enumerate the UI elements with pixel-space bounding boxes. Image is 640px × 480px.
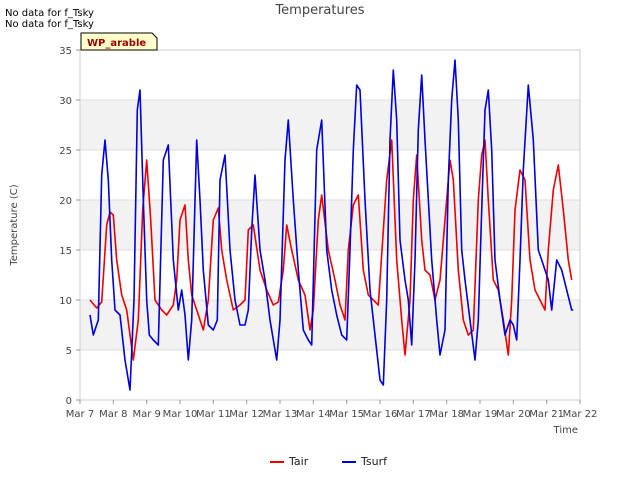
x-axis-label: Time [553, 425, 578, 436]
wp-arable-annotation: WP_arable [80, 32, 158, 51]
x-tick-label: Mar 14 [296, 409, 331, 420]
x-tick-label: Mar 8 [99, 409, 127, 420]
y-tick-label: 25 [59, 146, 72, 157]
series-line-tair [89, 139, 573, 361]
chart-title: Temperatures [274, 3, 364, 18]
x-tick-label: Mar 21 [529, 409, 564, 420]
x-tick-label: Mar 18 [429, 409, 464, 420]
no-data-note-2: No data for f_Tsky [5, 19, 94, 30]
plot-frame [79, 49, 581, 401]
x-tick-label: Mar 20 [496, 409, 531, 420]
x-tick-label: Mar 19 [463, 409, 498, 420]
y-tick-label: 10 [59, 296, 72, 307]
background-band [80, 200, 580, 250]
y-tick-label: 35 [59, 46, 72, 57]
y-tick-label: 5 [66, 346, 72, 357]
y-tick-label: 0 [66, 396, 72, 407]
x-tick-label: Mar 15 [329, 409, 364, 420]
y-axis-label: Temperature (C) [9, 184, 20, 266]
x-tick-label: Mar 12 [229, 409, 264, 420]
annotation-label: WP_arable [87, 38, 146, 49]
x-tick-label: Mar 22 [563, 409, 598, 420]
series-line-tsurf [89, 59, 574, 391]
x-tick-label: Mar 16 [363, 409, 398, 420]
y-tick-label: 30 [59, 96, 72, 107]
x-tick-label: Mar 11 [196, 409, 231, 420]
x-tick-label: Mar 10 [163, 409, 198, 420]
x-tick-label: Mar 9 [132, 409, 160, 420]
legend-label-tair: Tair [288, 455, 309, 468]
legend-label-tsurf: Tsurf [360, 455, 388, 468]
x-tick-label: Mar 17 [396, 409, 431, 420]
background-band [80, 300, 580, 350]
y-tick-label: 20 [59, 196, 72, 207]
x-tick-label: Mar 7 [66, 409, 94, 420]
y-tick-label: 15 [59, 246, 72, 257]
x-tick-label: Mar 13 [263, 409, 298, 420]
background-band [80, 100, 580, 150]
no-data-note-1: No data for f_Tsky [5, 8, 94, 19]
